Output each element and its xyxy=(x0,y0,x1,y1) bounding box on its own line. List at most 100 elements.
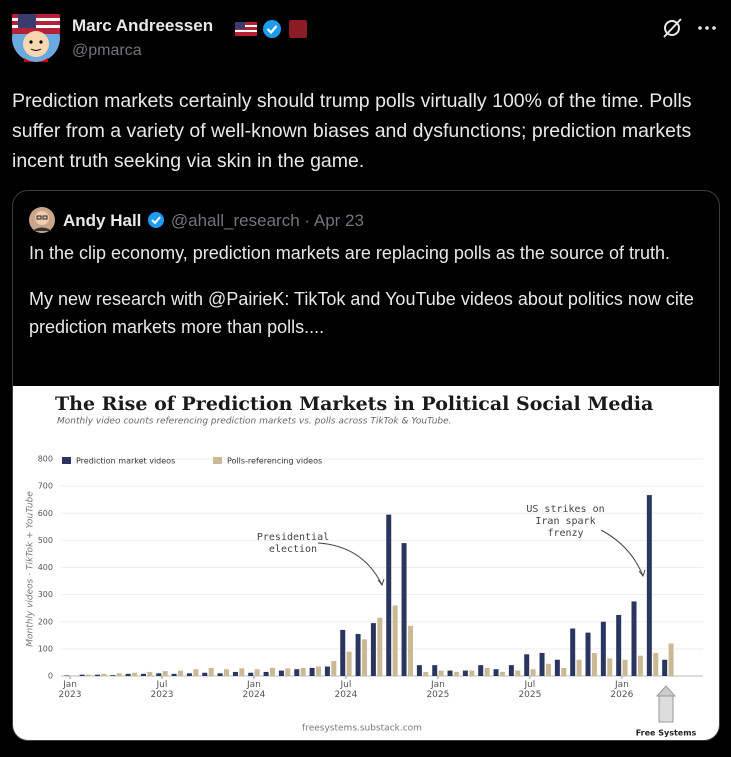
bar xyxy=(361,639,367,676)
y-tick-label: 500 xyxy=(38,536,53,545)
bar xyxy=(269,667,275,676)
avatar[interactable] xyxy=(12,14,60,62)
bar xyxy=(462,670,468,676)
bar xyxy=(263,671,269,676)
bar xyxy=(622,659,628,676)
bar xyxy=(217,673,223,676)
bar xyxy=(607,658,613,676)
bar xyxy=(86,674,92,676)
bar xyxy=(484,667,490,676)
bar xyxy=(346,651,352,676)
legend-label: Polls-referencing videos xyxy=(227,457,322,466)
bar xyxy=(202,672,208,676)
x-tick-label: Jul 2025 xyxy=(518,680,542,700)
bar xyxy=(401,543,407,676)
bar xyxy=(646,495,652,676)
x-tick-label: Jan 2024 xyxy=(242,680,266,700)
annotation-arrow xyxy=(600,529,644,577)
quoted-tweet[interactable]: Andy Hall @ahall_research · Apr 23 In th… xyxy=(12,190,720,741)
y-tick-label: 200 xyxy=(38,617,53,626)
bar xyxy=(315,666,321,676)
author-name[interactable]: Marc Andreessen xyxy=(72,16,214,35)
quote-text: In the clip economy, prediction markets … xyxy=(29,239,709,359)
bar xyxy=(370,623,376,676)
brand: Free Systems xyxy=(636,729,697,738)
bar xyxy=(248,672,254,676)
bar xyxy=(278,670,284,676)
header-icons[interactable] xyxy=(660,16,720,40)
bar xyxy=(493,669,499,676)
x-tick-label: Jul 2024 xyxy=(334,680,358,700)
bar xyxy=(524,654,530,676)
bar xyxy=(515,670,521,676)
quote-date: Apr 23 xyxy=(313,211,364,230)
arrow-head xyxy=(638,569,646,578)
bar xyxy=(340,629,346,676)
arrow-head xyxy=(377,578,385,587)
bar xyxy=(585,632,591,676)
bar xyxy=(110,675,116,676)
y-tick-label: 400 xyxy=(38,563,53,572)
bar xyxy=(193,669,199,676)
x-tick-label: Jan 2026 xyxy=(610,680,634,700)
tweet-text: Prediction markets certainly should trum… xyxy=(12,90,692,172)
quote-avatar xyxy=(29,207,55,233)
y-tick-label: 600 xyxy=(38,509,53,518)
x-tick-label: Jul 2023 xyxy=(150,680,174,700)
author-handle[interactable]: @pmarca xyxy=(72,42,142,59)
bar xyxy=(469,670,475,676)
bar xyxy=(386,514,392,676)
bar xyxy=(600,621,606,676)
bar xyxy=(545,663,551,676)
bar xyxy=(355,633,361,676)
y-tick-label: 100 xyxy=(38,644,53,653)
bar xyxy=(309,667,315,676)
bar xyxy=(570,628,576,676)
chart-subtitle: Monthly video counts referencing predict… xyxy=(57,417,452,427)
verified-badge xyxy=(148,212,165,228)
bar xyxy=(94,674,100,676)
bar xyxy=(125,673,131,676)
brand-icon xyxy=(655,685,677,723)
bar xyxy=(447,670,453,676)
bar xyxy=(530,669,536,676)
bar xyxy=(637,655,643,676)
bar xyxy=(478,665,484,676)
separator: · xyxy=(304,211,311,230)
bar xyxy=(407,625,413,676)
chart-image: The Rise of Prediction Markets in Politi… xyxy=(13,386,719,740)
bar xyxy=(561,667,567,676)
legend-swatch xyxy=(62,457,71,464)
bar xyxy=(662,659,668,676)
bar xyxy=(453,671,459,676)
bar xyxy=(285,668,291,676)
y-tick-label: 800 xyxy=(38,455,53,464)
bar xyxy=(423,671,429,676)
y-tick-label: 700 xyxy=(38,482,53,491)
bar xyxy=(239,668,245,676)
bar xyxy=(377,617,383,676)
y-axis-label: Monthly videos · TikTok + YouTube xyxy=(26,491,36,647)
badges xyxy=(235,20,307,38)
bar xyxy=(653,652,659,676)
bar xyxy=(156,673,162,676)
bar xyxy=(392,605,398,676)
bar xyxy=(539,652,545,676)
bar xyxy=(668,643,674,676)
legend-label: Prediction market videos xyxy=(76,457,175,466)
x-tick-label: Jan 2023 xyxy=(58,680,82,700)
chart-title: The Rise of Prediction Markets in Politi… xyxy=(55,393,653,415)
bar xyxy=(171,673,177,676)
bar xyxy=(324,666,330,676)
bar xyxy=(300,667,306,676)
bar xyxy=(554,659,560,676)
bar xyxy=(416,665,422,676)
bar xyxy=(432,665,438,676)
quote-paragraph: My new research with @PairieK: TikTok an… xyxy=(29,289,694,337)
bar xyxy=(147,671,153,676)
bar xyxy=(79,674,85,676)
y-tick-label: 0 xyxy=(48,672,53,681)
bar xyxy=(162,671,168,676)
bar xyxy=(591,652,597,676)
